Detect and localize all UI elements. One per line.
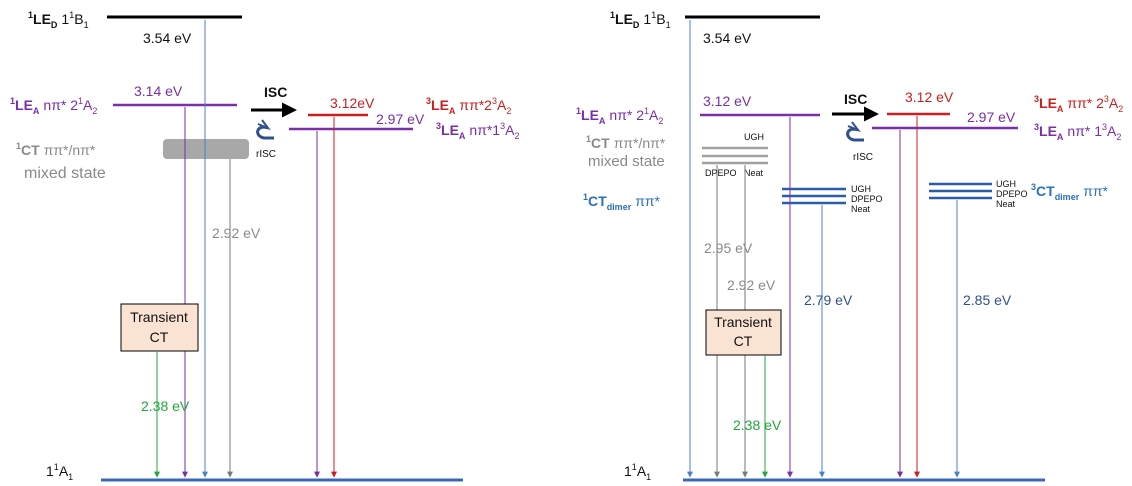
right-transient-label: Transient [714, 314, 772, 330]
left-isc-label: ISC [264, 84, 287, 100]
right-ct-host-dpepo: DPEPO [705, 168, 737, 178]
right-transient-box [705, 309, 782, 356]
right-t-lea1-energy: 2.97 eV [967, 109, 1016, 125]
right-ground-label: 11A1 [624, 462, 651, 482]
left-transient-label: Transient [130, 309, 188, 325]
right-ct-emission-2: 2.92 eV [727, 277, 776, 293]
left-s-lea-energy: 3.14 eV [134, 83, 183, 99]
left-t-lea1-energy: 2.97 eV [376, 111, 425, 127]
right-ct-host-neat: Neat [744, 168, 764, 178]
right-t-ctdimer-label: 3CTdimer ππ* [1031, 182, 1109, 202]
left-risc-label: rISC [256, 149, 276, 160]
right-s-led-energy: 3.54 eV [703, 30, 752, 46]
right-mixed-state: mixed state [588, 153, 665, 170]
right-transient-ct: CT [734, 333, 753, 349]
left-t-lea2-energy: 3.12eV [330, 95, 375, 111]
left-risc-icon [256, 125, 274, 140]
right-risc-label: rISC [853, 152, 873, 163]
right-ct-emission-1: 2.95 eV [704, 240, 753, 256]
right-t-dimer-host-dpepo: DPEPO [996, 189, 1028, 199]
right-t-lea1-label: 3LEA nπ* 13A2 [1034, 122, 1121, 142]
left-transient-box [120, 303, 199, 352]
left-s-led-label: 1LED 11B1 [28, 10, 89, 30]
left-ct-band [163, 139, 249, 159]
left-t-lea1-label: 3LEA nπ*13A2 [436, 121, 519, 141]
right-s-led-label: 1LED 11B1 [610, 10, 671, 30]
right-panel: 1LED 11B1 3.54 eV 1LEA nπ* 21A2 3.12 eV IS… [576, 10, 1123, 482]
right-risc-icon [846, 127, 864, 142]
right-ct-host-ugh: UGH [744, 132, 764, 142]
right-isc-label: ISC [844, 91, 867, 107]
left-transient-emission: 2.38 eV [141, 398, 190, 414]
right-s-dimer-emission: 2.79 eV [804, 292, 853, 308]
left-transient-ct: CT [150, 329, 169, 345]
right-s-ctdimer-label: 1CTdimer ππ* [583, 192, 661, 212]
left-ct-label: 1CT ππ*/nπ* [16, 141, 96, 158]
right-s-dimer-host-ugh: UGH [851, 184, 871, 194]
left-panel: 1LED 11B1 3.54 eV 1LEA nπ* 21A2 3.14 eV IS… [10, 10, 519, 482]
right-t-dimer-host-ugh: UGH [996, 179, 1016, 189]
right-transient-emission: 2.38 eV [733, 417, 782, 433]
right-t-lea2-energy: 3.12 eV [905, 89, 954, 105]
right-ct-label: 1CT ππ*/nπ* [586, 134, 666, 151]
left-ct-emission: 2.92 eV [212, 225, 261, 241]
right-t-lea2-label: 3LEA ππ* 23A2 [1034, 94, 1123, 114]
left-mixed-state: mixed state [24, 165, 106, 182]
right-s-lea-label: 1LEA nπ* 21A2 [576, 106, 663, 126]
right-t-dimer-host-neat: Neat [996, 199, 1016, 209]
right-t-dimer-emission: 2.85 eV [963, 292, 1012, 308]
left-s-lea-label: 1LEA nπ* 21A2 [10, 96, 97, 116]
right-s-dimer-host-dpepo: DPEPO [851, 194, 883, 204]
left-s-led-energy: 3.54 eV [143, 30, 192, 46]
right-s-dimer-host-neat: Neat [851, 204, 871, 214]
right-s-lea-energy: 3.12 eV [703, 93, 752, 109]
left-ground-label: 11A1 [46, 462, 73, 482]
left-t-lea2-label: 3LEA ππ*23A2 [426, 96, 511, 116]
